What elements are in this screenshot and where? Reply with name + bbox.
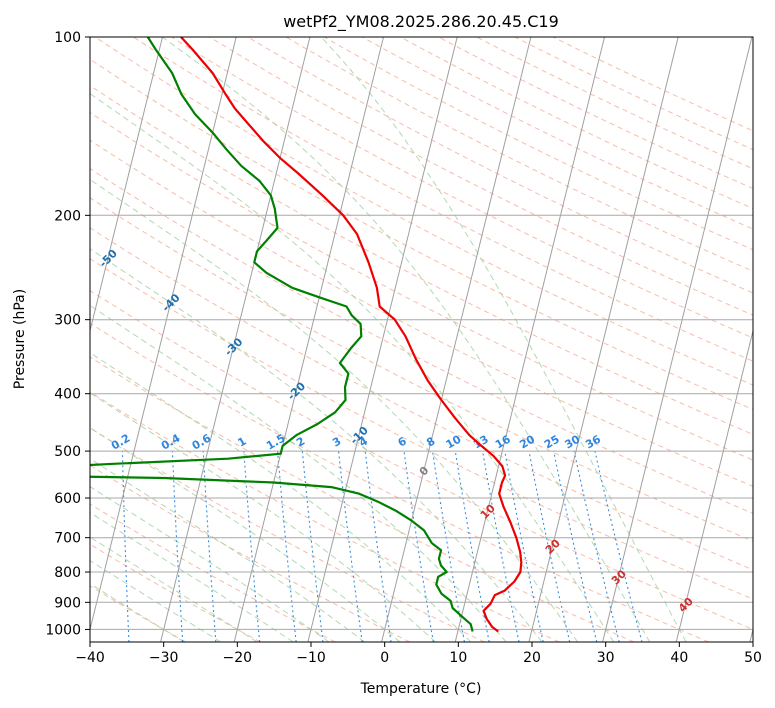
- moist-adiabat-line: [90, 583, 185, 642]
- mixing-ratio-line: [528, 450, 571, 642]
- y-tick-label: 200: [54, 208, 81, 224]
- mixing-ratio-line: [454, 451, 490, 642]
- plot-frame: [89, 36, 754, 643]
- moist-adiabat-line: [90, 93, 615, 642]
- dry-adiabat-line: [133, 37, 753, 362]
- dry-adiabat-line: [90, 356, 635, 642]
- y-axis: 1000 900 800 700 600 500 400 300 200 100: [45, 30, 90, 638]
- x-tick-label: −10: [296, 650, 326, 666]
- moist-adiabat-line: [90, 304, 507, 642]
- y-tick-label: 100: [54, 30, 81, 46]
- isotherm-line: [528, 37, 679, 642]
- dewpoint-profile-line: [90, 37, 474, 632]
- isotherm-line: [90, 37, 163, 333]
- dry-adiabat-line: [90, 168, 753, 514]
- moist-adiabat-line: [90, 486, 330, 642]
- temperature-profile-line: [180, 37, 523, 633]
- y-tick-label: 300: [54, 313, 81, 329]
- moist-adiabat-line: [90, 248, 543, 642]
- y-axis-label: Pressure (hPa): [12, 289, 28, 389]
- plot-area: -100-90-80-70-60-50-40-30-20-10010203040…: [90, 37, 753, 642]
- mixing-ratio-line: [504, 450, 544, 642]
- x-tick-label: 40: [670, 650, 688, 666]
- y-tick-label: 600: [54, 491, 81, 507]
- isobars: [90, 37, 753, 630]
- x-tick-label: −40: [75, 650, 105, 666]
- dry-adiabat-line: [90, 197, 753, 542]
- x-axis-label: Temperature (°C): [360, 681, 482, 697]
- isotherm-line: [160, 37, 311, 642]
- dry-adiabat-line: [90, 585, 186, 642]
- dry-adiabat-line: [90, 58, 753, 411]
- y-tick-label: 900: [54, 595, 81, 611]
- dry-adiabat-line: [171, 37, 753, 339]
- isotherm-line: [602, 37, 753, 642]
- y-tick-label: 800: [54, 565, 81, 581]
- dry-adiabat-line: [90, 427, 485, 642]
- dry-adiabat-line: [90, 391, 560, 642]
- y-tick-label: 500: [54, 444, 81, 460]
- chart-title: wetPf2_YM08.2025.286.20.45.C19: [283, 12, 559, 32]
- isotherm-line: [675, 328, 753, 642]
- isotherm-line: [381, 37, 532, 642]
- mixing-ratio-line: [573, 450, 620, 642]
- dry-adiabat-line: [90, 464, 411, 642]
- dry-adiabat-line: [90, 258, 753, 600]
- mixing-ratio-line: [553, 450, 598, 642]
- dry-adiabat-line: [247, 37, 753, 294]
- y-tick-label: 700: [54, 531, 81, 547]
- mixing-ratio-line: [482, 451, 520, 642]
- x-tick-label: 30: [597, 650, 615, 666]
- isotherm-line: [454, 37, 605, 642]
- plot-background: [90, 37, 753, 642]
- y-tick-label: 400: [54, 387, 81, 403]
- isotherms: [90, 37, 753, 642]
- dry-adiabat-line: [90, 289, 753, 630]
- y-tick-label: 1000: [45, 622, 81, 638]
- moist-adiabat-line: [90, 458, 365, 642]
- x-axis: −40 −30 −20 −10 0 10 20 30 40 50: [75, 642, 762, 666]
- moist-adiabat-line: [320, 37, 687, 642]
- x-tick-label: −30: [149, 650, 179, 666]
- x-tick-label: −20: [223, 650, 253, 666]
- isotherm-line: [749, 627, 753, 642]
- isotherm-line: [307, 37, 458, 642]
- moist-adiabat-line: [90, 178, 579, 642]
- x-tick-label: 20: [523, 650, 541, 666]
- x-tick-label: 10: [449, 650, 467, 666]
- isotherm-line: [233, 37, 384, 642]
- moist-adiabat-line: [90, 392, 436, 642]
- isotherm-line: [90, 37, 237, 632]
- sounding-profiles: [90, 37, 523, 633]
- moist-adiabats: [90, 37, 687, 642]
- x-tick-label: 0: [380, 650, 389, 666]
- x-tick-label: 50: [744, 650, 762, 666]
